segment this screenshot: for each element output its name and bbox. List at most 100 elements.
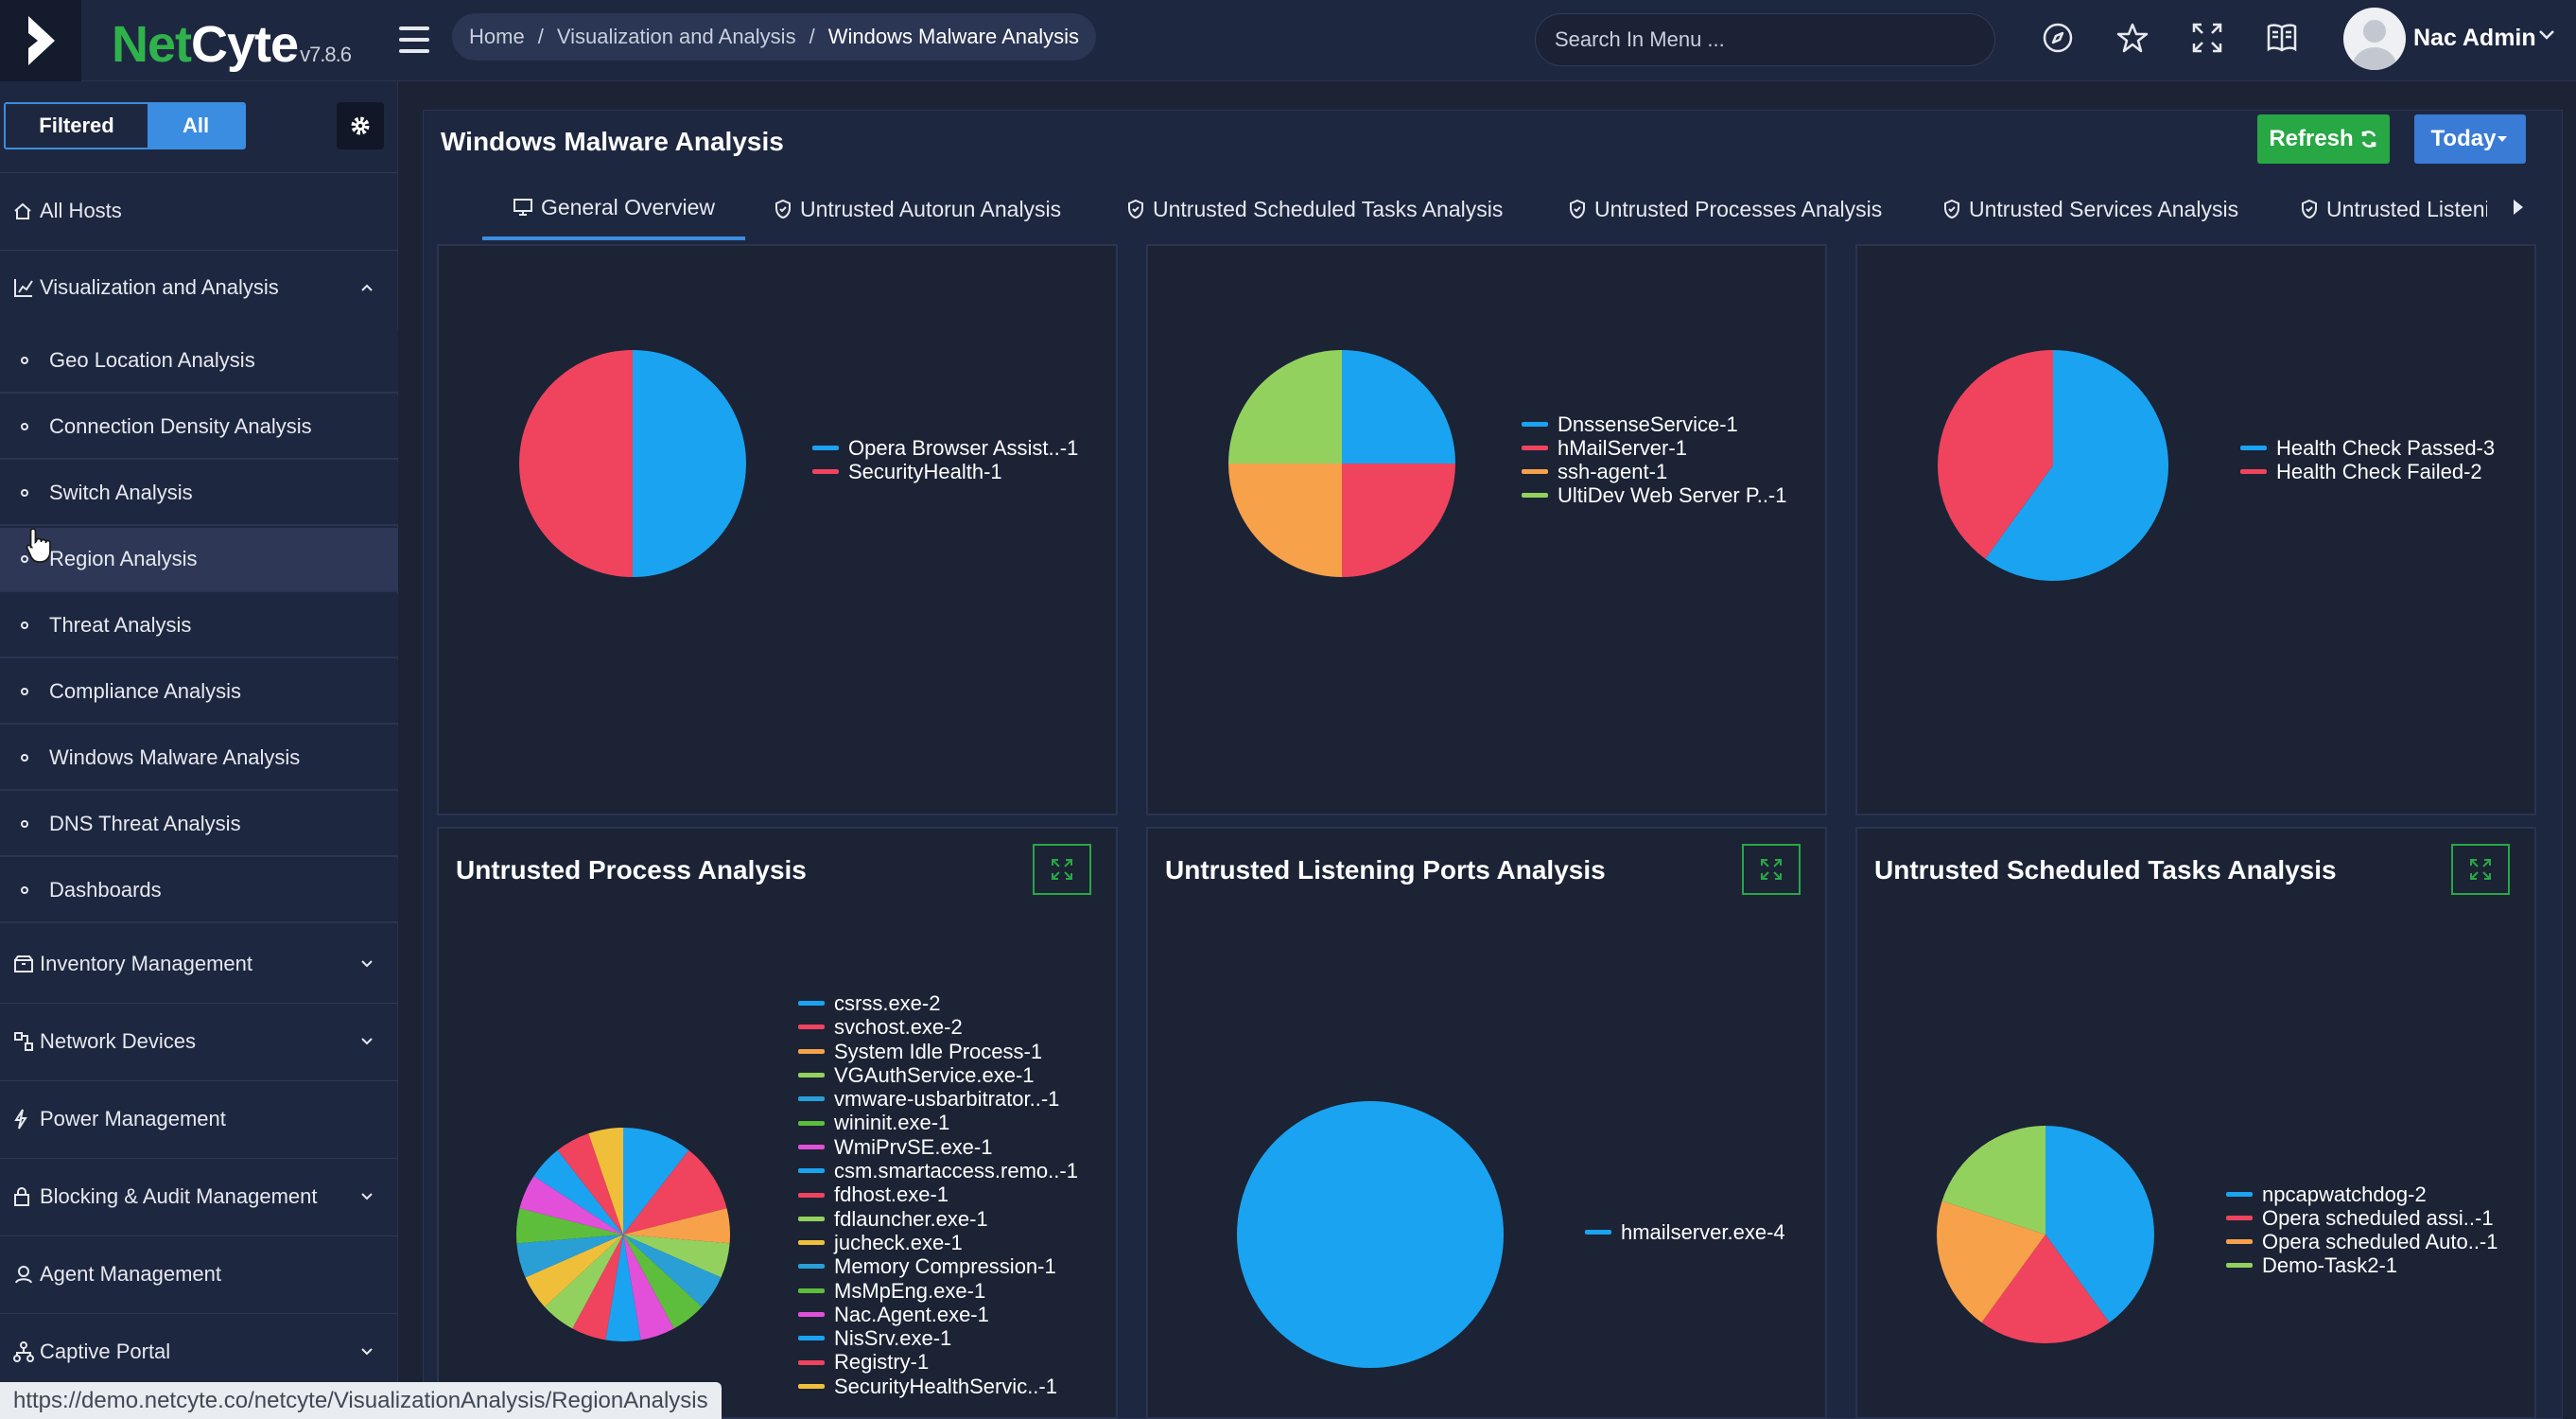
pie-slice[interactable] xyxy=(623,1149,727,1235)
tab-untrusted-processes[interactable]: Untrusted Processes Analysis xyxy=(1568,178,1882,240)
tab-untrusted-listening[interactable]: Untrusted Listeni xyxy=(2300,178,2487,240)
book-icon[interactable] xyxy=(2263,19,2301,57)
breadcrumb-visualization[interactable]: Visualization and Analysis xyxy=(556,25,796,48)
legend-item[interactable]: DnssenseService-1 xyxy=(1522,412,1787,436)
legend-item[interactable]: csm.smartaccess.remo..-1 xyxy=(798,1159,1078,1182)
refresh-button[interactable]: Refresh xyxy=(2257,114,2390,164)
legend-item[interactable]: Health Check Passed-3 xyxy=(2240,436,2495,460)
legend-item[interactable]: NisSrv.exe-1 xyxy=(798,1326,1078,1350)
pie-slice[interactable] xyxy=(1985,350,2168,581)
sidebar-subitem-dashboards[interactable]: Dashboards xyxy=(0,859,398,923)
pie-slice[interactable] xyxy=(623,1128,689,1235)
legend-item[interactable]: npcapwatchdog-2 xyxy=(2226,1182,2498,1206)
logo-mark[interactable] xyxy=(0,0,81,81)
legend-item[interactable]: wininit.exe-1 xyxy=(798,1111,1078,1134)
date-range-dropdown[interactable]: Today xyxy=(2414,114,2526,164)
user-name[interactable]: Nac Admin xyxy=(2413,25,2536,51)
legend-item[interactable]: Nac.Agent.exe-1 xyxy=(798,1303,1078,1326)
pie-slice[interactable] xyxy=(533,1149,623,1235)
filter-filtered-button[interactable]: Filtered xyxy=(6,104,148,148)
expand-button[interactable] xyxy=(2451,844,2510,895)
pie-slice[interactable] xyxy=(623,1235,703,1329)
menu-toggle-icon[interactable] xyxy=(399,23,429,57)
fullscreen-icon[interactable] xyxy=(2188,19,2226,57)
sidebar-item-network-devices[interactable]: Network Devices xyxy=(0,1003,398,1080)
legend-item[interactable]: Health Check Failed-2 xyxy=(2240,460,2495,483)
breadcrumb-home[interactable]: Home xyxy=(469,25,525,48)
tab-untrusted-autorun[interactable]: Untrusted Autorun Analysis xyxy=(774,178,1061,240)
pie-slice[interactable] xyxy=(1981,1235,2110,1343)
pie-slice[interactable] xyxy=(588,1128,623,1235)
pie-slice[interactable] xyxy=(544,1235,623,1329)
legend-item[interactable]: hmailserver.exe-4 xyxy=(1585,1220,1785,1244)
pie-slice[interactable] xyxy=(623,1235,674,1340)
pie-slice[interactable] xyxy=(623,1235,730,1278)
legend-item[interactable]: VGAuthService.exe-1 xyxy=(798,1063,1078,1087)
legend-item[interactable]: fdlauncher.exe-1 xyxy=(798,1207,1078,1231)
settings-button[interactable] xyxy=(337,102,384,149)
legend-item[interactable]: csrss.exe-2 xyxy=(798,991,1078,1015)
pie-slice[interactable] xyxy=(519,350,633,577)
pie-slice[interactable] xyxy=(516,1235,623,1278)
pie-slice[interactable] xyxy=(1228,350,1342,464)
sidebar-subitem-geo-location[interactable]: Geo Location Analysis xyxy=(0,329,398,394)
sidebar-item-all-hosts[interactable]: All Hosts xyxy=(0,172,398,250)
legend-item[interactable]: Opera scheduled Auto..-1 xyxy=(2226,1230,2498,1253)
pie-slice[interactable] xyxy=(2045,1126,2154,1323)
sidebar-subitem-compliance[interactable]: Compliance Analysis xyxy=(0,660,398,725)
sidebar-subitem-connection-density[interactable]: Connection Density Analysis xyxy=(0,395,398,460)
legend-item[interactable]: WmiPrvSE.exe-1 xyxy=(798,1135,1078,1159)
legend-item[interactable]: SecurityHealth-1 xyxy=(812,460,1078,483)
tab-scroll-right-icon[interactable] xyxy=(2512,199,2525,216)
sidebar-subitem-region[interactable]: Region Analysis xyxy=(0,528,398,592)
pie-slice[interactable] xyxy=(557,1133,623,1235)
legend-item[interactable]: SecurityHealthServic..-1 xyxy=(798,1375,1078,1398)
legend-item[interactable]: Opera scheduled assi..-1 xyxy=(2226,1206,2498,1230)
avatar[interactable] xyxy=(2343,8,2406,70)
sidebar-item-blocking-audit[interactable]: Blocking & Audit Management xyxy=(0,1158,398,1235)
legend-item[interactable]: MsMpEng.exe-1 xyxy=(798,1279,1078,1303)
compass-icon[interactable] xyxy=(2039,19,2077,57)
sidebar-item-agent[interactable]: Agent Management xyxy=(0,1235,398,1313)
sidebar-item-power[interactable]: Power Management xyxy=(0,1080,398,1158)
legend-item[interactable]: svchost.exe-2 xyxy=(798,1015,1078,1039)
pie-slice[interactable] xyxy=(525,1235,623,1307)
pie-slice[interactable] xyxy=(1941,1126,2045,1235)
sidebar-item-captive-portal[interactable]: Captive Portal xyxy=(0,1313,398,1391)
sidebar-subitem-threat[interactable]: Threat Analysis xyxy=(0,594,398,658)
expand-button[interactable] xyxy=(1033,844,1091,895)
tab-general-overview[interactable]: General Overview xyxy=(482,178,745,240)
star-icon[interactable] xyxy=(2114,19,2151,57)
search-input[interactable] xyxy=(1535,13,1995,66)
legend-item[interactable]: UltiDev Web Server P..-1 xyxy=(1522,483,1787,507)
chevron-down-icon[interactable] xyxy=(2538,28,2555,42)
pie-slice[interactable] xyxy=(516,1208,623,1244)
pie-slice[interactable] xyxy=(572,1235,623,1340)
legend-item[interactable]: fdhost.exe-1 xyxy=(798,1182,1078,1206)
pie-slice[interactable] xyxy=(1937,1200,2045,1323)
pie-slice[interactable] xyxy=(605,1235,641,1341)
filter-all-button[interactable]: All xyxy=(148,104,244,148)
legend-item[interactable]: jucheck.exe-1 xyxy=(798,1231,1078,1254)
sidebar-subitem-switch[interactable]: Switch Analysis xyxy=(0,462,398,526)
pie-slice[interactable] xyxy=(1228,464,1342,577)
legend-item[interactable]: Registry-1 xyxy=(798,1350,1078,1374)
legend-item[interactable]: ssh-agent-1 xyxy=(1522,460,1787,483)
pie-slice[interactable] xyxy=(623,1208,730,1244)
legend-item[interactable]: Demo-Task2-1 xyxy=(2226,1253,2498,1277)
pie-slice[interactable] xyxy=(633,350,746,577)
expand-button[interactable] xyxy=(1742,844,1801,895)
sidebar-subitem-dns-threat[interactable]: DNS Threat Analysis xyxy=(0,793,398,857)
pie-slice[interactable] xyxy=(519,1176,623,1235)
pie-slice[interactable] xyxy=(1342,350,1455,464)
legend-item[interactable]: Opera Browser Assist..-1 xyxy=(812,436,1078,460)
sidebar-item-visualization[interactable]: Visualization and Analysis xyxy=(0,250,398,325)
pie-slice[interactable] xyxy=(1938,350,2053,559)
legend-item[interactable]: vmware-usbarbitrator..-1 xyxy=(798,1087,1078,1111)
legend-item[interactable]: hMailServer-1 xyxy=(1522,436,1787,460)
pie-slice[interactable] xyxy=(1342,464,1455,577)
tab-untrusted-scheduled-tasks[interactable]: Untrusted Scheduled Tasks Analysis xyxy=(1126,178,1503,240)
pie-slice[interactable] xyxy=(1237,1101,1504,1368)
tab-untrusted-services[interactable]: Untrusted Services Analysis xyxy=(1942,178,2238,240)
sidebar-item-inventory[interactable]: Inventory Management xyxy=(0,925,398,1003)
